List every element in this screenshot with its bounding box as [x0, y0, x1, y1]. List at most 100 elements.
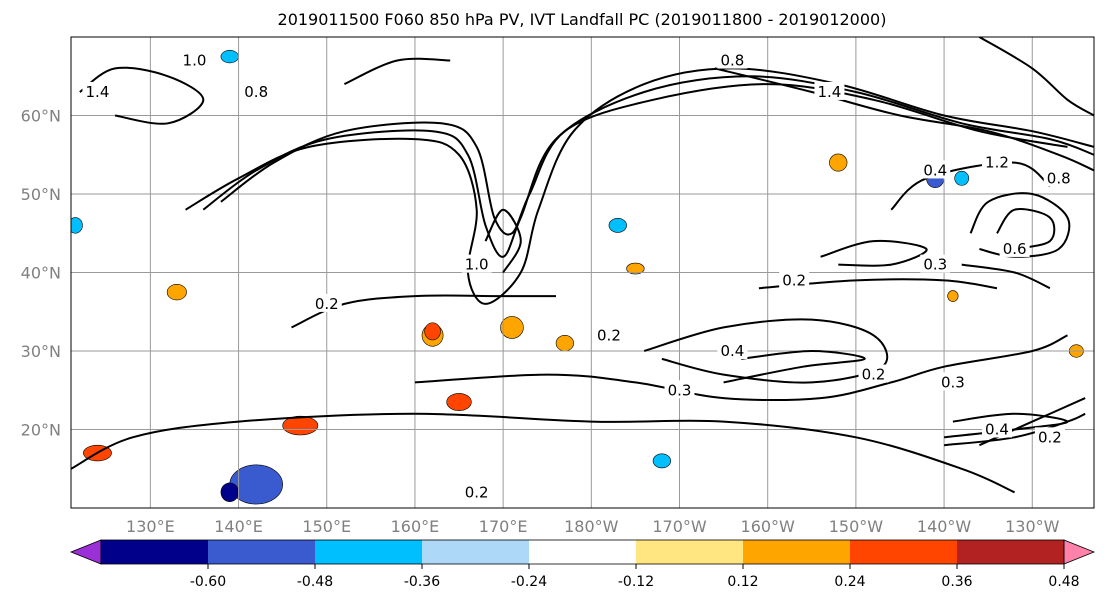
- contour-label: 0.3: [941, 373, 965, 391]
- latitude-tick-label: 60°N: [21, 107, 61, 126]
- pv-anomaly-patch: [282, 415, 319, 436]
- latitude-tick-label: 40°N: [21, 264, 61, 283]
- colorbar-tick-label: -0.48: [297, 574, 333, 590]
- latitude-tick-label: 30°N: [21, 342, 61, 361]
- contour-label-bg: [461, 254, 492, 273]
- pv-anomaly-patch: [229, 464, 283, 505]
- colorbar-tick-label: 0.12: [727, 574, 758, 590]
- contour-label-bg: [1043, 168, 1074, 187]
- longitude-tick-label: 130°E: [126, 517, 175, 536]
- colorbar-bin: [101, 540, 209, 564]
- contour-label-bg: [981, 419, 1012, 438]
- contour-label: 0.2: [315, 295, 339, 313]
- pv-contour-line: [890, 161, 1051, 211]
- contour-label-bg: [311, 293, 342, 312]
- latitude-tick-label: 50°N: [21, 185, 61, 204]
- longitude-tick-label: 160°E: [391, 517, 440, 536]
- contour-label: 0.4: [923, 161, 947, 179]
- contour-label: 0.2: [782, 271, 806, 289]
- map-frame: [70, 36, 1095, 509]
- pv-anomaly-patch: [608, 218, 627, 233]
- colorbar-tick-label: -0.12: [618, 574, 654, 590]
- contour-label-bg: [920, 160, 951, 179]
- colorbar-tick-label: -0.24: [511, 574, 547, 590]
- colorbar-bin: [636, 540, 744, 564]
- longitude-tick-label: 140°E: [214, 517, 263, 536]
- pv-anomaly-patch: [652, 453, 671, 469]
- pv-anomaly-patch: [829, 153, 848, 172]
- contour-label: 0.4: [720, 342, 744, 360]
- pv-anomaly-patch: [947, 290, 959, 302]
- colorbar-bin: [315, 540, 423, 564]
- pv-anomaly-patch: [954, 170, 970, 186]
- map-gridlines: [71, 37, 1094, 508]
- pv-contour-line: [978, 37, 1094, 117]
- pv-contour-line: [343, 57, 451, 86]
- contour-label: 0.8: [244, 83, 268, 101]
- contour-label-bg: [920, 254, 951, 273]
- pv-contour-line: [996, 208, 1056, 250]
- pv-contour-line: [71, 412, 1016, 494]
- contour-label: 1.4: [86, 83, 110, 101]
- colorbar-bin: [957, 540, 1065, 564]
- contour-label: 0.3: [668, 381, 692, 399]
- longitude-tick-label: 150°W: [829, 517, 884, 536]
- pv-contour-line: [723, 349, 866, 384]
- contour-label-bg: [858, 364, 889, 383]
- contour-label-bg: [814, 81, 845, 100]
- contour-label-bg: [937, 372, 968, 391]
- pv-contour-line: [714, 67, 1094, 172]
- contour-label: 1.2: [985, 154, 1009, 172]
- longitude-tick-label: 150°E: [302, 517, 351, 536]
- pv-contour-line: [220, 83, 1068, 236]
- contour-label-bg: [999, 238, 1030, 257]
- colorbar-extend-min: [69, 539, 102, 565]
- colorbar: -0.60 -0.48 -0.36 -0.24 -0.12 0.12 0.24 0.36 0.4…: [69, 539, 1096, 590]
- colorbar-bin: [743, 540, 851, 564]
- contour-label-bg: [593, 325, 624, 344]
- contour-label-bg: [461, 482, 492, 501]
- pv-contour-line: [414, 334, 1068, 402]
- latitude-tick-labels: 20°N 30°N 40°N 50°N 60°N: [21, 107, 61, 440]
- contour-label: 0.2: [1038, 428, 1062, 446]
- longitude-tick-label: 160°W: [741, 517, 796, 536]
- map-area: 0.2 0.2 0.2 0.2 0.2 0.2 0.3 0.3 0.3 0.4 0.4 0.4 0.8 0…: [71, 37, 1094, 508]
- chart-title: 2019011500 F060 850 hPa PV, IVT Landfall…: [278, 10, 887, 29]
- pv-contour-line: [202, 75, 1094, 258]
- pv-anomaly-patch: [220, 482, 239, 503]
- colorbar-bin: [529, 540, 637, 564]
- contour-label-bg: [664, 380, 695, 399]
- longitude-tick-label: 140°W: [917, 517, 972, 536]
- longitude-tick-label: 170°W: [652, 517, 707, 536]
- colorbar-tick-label: 0.24: [834, 574, 865, 590]
- longitude-tick-label: 130°W: [1005, 517, 1060, 536]
- colorbar-bin: [850, 540, 958, 564]
- pv-anomaly-patch: [446, 393, 472, 411]
- pv-contour-line: [820, 239, 928, 267]
- colorbar-tick-label: -0.60: [190, 574, 226, 590]
- contour-label: 1.0: [465, 256, 489, 274]
- contour-label-layer: 0.2 0.2 0.2 0.2 0.2 0.2 0.3 0.3 0.3 0.4 0.4 0.4 0.8 0…: [82, 50, 1074, 501]
- contour-label: 1.0: [183, 52, 207, 70]
- longitude-tick-label: 180°W: [564, 517, 619, 536]
- contour-label-bg: [1034, 427, 1065, 446]
- contour-label: 0.8: [1047, 169, 1071, 187]
- pv-anomaly-patch: [500, 316, 524, 339]
- colorbar-bin: [208, 540, 316, 564]
- contour-label-bg: [717, 341, 748, 359]
- contour-label: 0.2: [465, 483, 489, 501]
- latitude-tick-label: 20°N: [21, 421, 61, 440]
- contour-label: 0.8: [720, 52, 744, 70]
- contour-label: 0.2: [862, 366, 886, 384]
- colorbar-outline: [100, 539, 1065, 565]
- contour-label-bg: [241, 81, 272, 100]
- colorbar-extend-max: [1063, 539, 1096, 565]
- contour-label-bg: [179, 50, 210, 69]
- pv-contour-line: [961, 263, 1051, 290]
- contour-label: 0.3: [923, 256, 947, 274]
- colorbar-tick-label: -0.36: [404, 574, 440, 590]
- pv-contour-line: [185, 67, 1094, 305]
- pv-contour-line: [978, 397, 1086, 447]
- contour-label: 0.2: [597, 326, 621, 344]
